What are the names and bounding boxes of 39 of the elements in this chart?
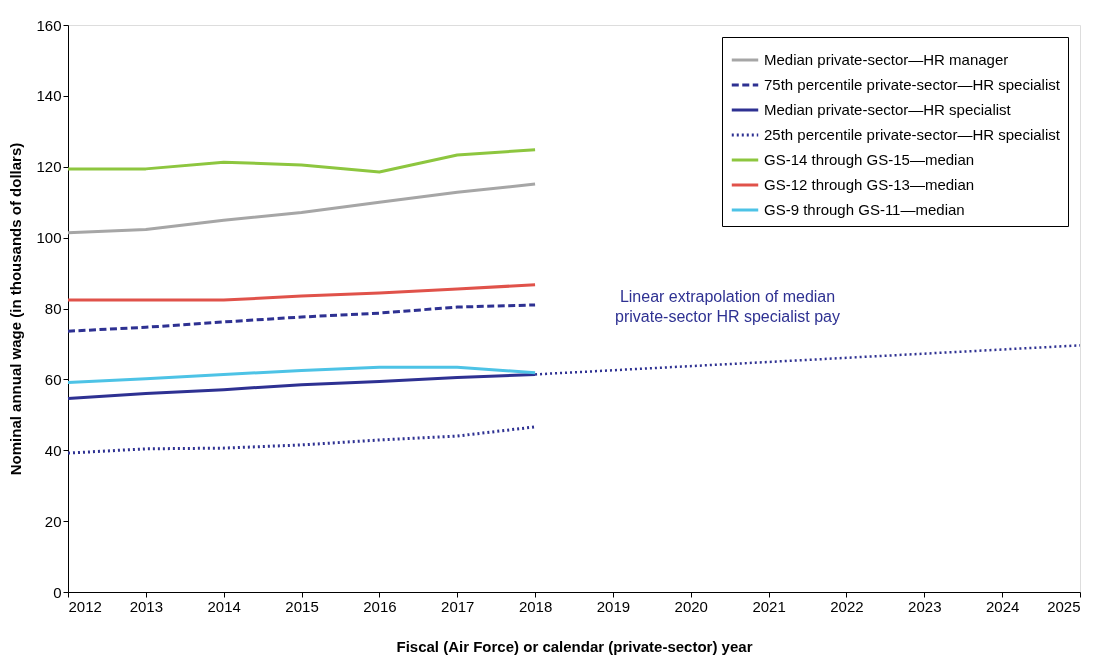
y-tick-label: 20 [44, 512, 62, 530]
x-tick-label: 2012 [68, 597, 102, 615]
x-tick-label: 2025 [1047, 597, 1081, 615]
line-series [66, 148, 537, 174]
x-tick-label: 2024 [985, 597, 1020, 615]
line-series [66, 425, 537, 455]
legend-label: Median private-sector—HR manager [764, 51, 1009, 68]
y-tick-label: 120 [36, 158, 62, 176]
x-tick-label: 2023 [908, 597, 942, 615]
y-tick-label: 100 [36, 229, 62, 247]
x-tick-label: 2016 [363, 597, 397, 615]
y-tick-label: 160 [36, 16, 62, 34]
line-series [66, 182, 537, 235]
legend-label: Median private-sector—HR specialist [764, 101, 1012, 118]
legend-label: GS-9 through GS-11—median [764, 201, 965, 218]
x-tick-label: 2015 [285, 597, 319, 615]
y-tick-label: 0 [53, 583, 62, 601]
line-series [66, 303, 537, 333]
legend-label: GS-14 through GS-15—median [764, 151, 975, 168]
x-tick-label: 2017 [441, 597, 475, 615]
y-tick-label: 140 [36, 87, 62, 105]
legend-label: GS-12 through GS-13—median [764, 176, 975, 193]
x-tick-label: 2014 [207, 597, 241, 615]
text: Linear extrapolation of median private-sector HR specialist pay [615, 287, 841, 325]
y-tick-label: 80 [44, 300, 62, 317]
x-tick-label: 2020 [674, 597, 708, 615]
legend-label: 75th percentile private-sector—HR specialist [764, 76, 1061, 93]
x-tick-label: 2019 [596, 597, 631, 615]
legend-label: 25th percentile private-sector—HR specialist [764, 126, 1061, 143]
line-series [66, 365, 537, 385]
x-tick-label: 2022 [830, 597, 864, 615]
x-tick-label: 2018 [518, 597, 553, 615]
y-tick-label: 40 [44, 441, 62, 459]
y-tick-label: 60 [44, 370, 62, 388]
line-series [66, 283, 537, 302]
x-tick-label: 2013 [129, 597, 164, 615]
x-tick-label: 2021 [752, 597, 786, 615]
y-axis-title: Nominal annual wage (in thousands of dollars) [7, 142, 25, 476]
x-axis-title: Fiscal (Air Force) or calendar (private-sector) year [396, 637, 753, 655]
